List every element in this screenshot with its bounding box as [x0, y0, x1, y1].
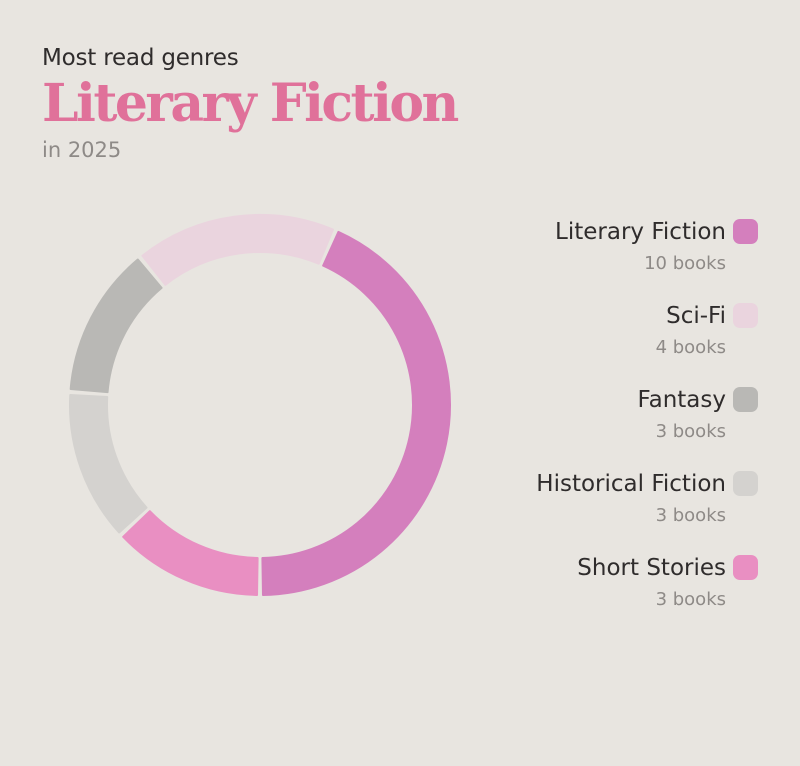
legend-item-historical-fiction: Historical Fiction 3 books	[398, 465, 758, 549]
legend-count: 4 books	[655, 337, 726, 358]
legend-count: 10 books	[644, 253, 726, 274]
legend-swatch	[733, 471, 758, 496]
donut-slice-fantasy	[69, 258, 163, 394]
legend-item-fantasy: Fantasy 3 books	[398, 381, 758, 465]
chart-eyebrow: Most read genres	[42, 45, 239, 71]
legend: Literary Fiction 10 books Sci-Fi 4 books…	[398, 213, 758, 633]
donut-slice-sci-fi	[141, 214, 334, 286]
legend-count: 3 books	[655, 421, 726, 442]
donut-slice-historical-fiction	[69, 394, 148, 534]
genre-donut-chart	[69, 214, 451, 596]
donut-slices	[69, 214, 451, 596]
donut-slice-short-stories	[122, 510, 259, 596]
legend-item-literary-fiction: Literary Fiction 10 books	[398, 213, 758, 297]
donut-slice-literary-fiction	[261, 230, 451, 596]
legend-item-sci-fi: Sci-Fi 4 books	[398, 297, 758, 381]
legend-swatch	[733, 555, 758, 580]
legend-label: Short Stories	[577, 555, 726, 581]
header: Most read genres Literary Fiction in 202…	[42, 40, 459, 166]
top-genre-headline: Literary Fiction	[42, 73, 459, 134]
year-subline: in 2025	[42, 138, 122, 162]
legend-label: Fantasy	[637, 387, 727, 413]
legend-count: 3 books	[655, 505, 726, 526]
legend-label: Historical Fiction	[536, 471, 726, 497]
legend-count: 3 books	[655, 589, 726, 610]
legend-item-short-stories: Short Stories 3 books	[398, 549, 758, 633]
legend-label: Literary Fiction	[555, 219, 726, 245]
legend-label: Sci-Fi	[666, 303, 726, 329]
legend-swatch	[733, 219, 758, 244]
legend-swatch	[733, 303, 758, 328]
legend-swatch	[733, 387, 758, 412]
